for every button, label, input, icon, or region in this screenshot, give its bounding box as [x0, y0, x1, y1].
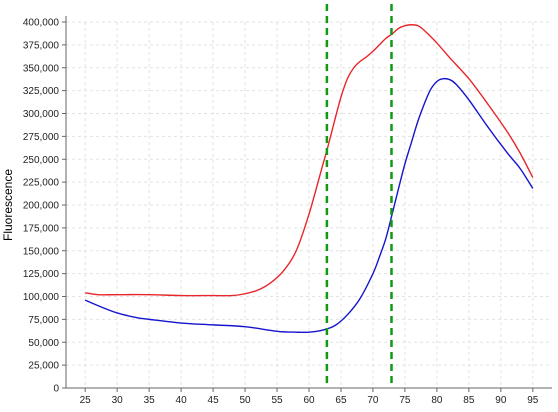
x-tick-label: 35 — [144, 395, 156, 406]
y-tick-label: 175,000 — [23, 223, 60, 234]
x-tick-label: 85 — [463, 395, 475, 406]
y-tick-label: 350,000 — [23, 63, 60, 74]
series-lines — [84, 24, 534, 334]
series-line-2 — [84, 77, 534, 334]
y-tick-label: 125,000 — [23, 269, 60, 280]
y-axis-title: Fluorescence — [1, 169, 15, 241]
y-tick-label: 400,000 — [23, 18, 60, 29]
series-line-1 — [85, 24, 534, 297]
y-tick-label: 50,000 — [28, 338, 59, 349]
x-tick-label: 80 — [431, 395, 443, 406]
x-tick-label: 40 — [176, 395, 188, 406]
x-tick-label: 60 — [303, 395, 315, 406]
x-tick-label: 30 — [112, 395, 124, 406]
y-tick-label: 25,000 — [28, 361, 59, 372]
y-tick-label: 75,000 — [28, 315, 59, 326]
y-tick-label: 225,000 — [23, 178, 60, 189]
x-tick-label: 25 — [80, 395, 92, 406]
y-tick-label: 200,000 — [23, 201, 60, 212]
x-tick-label: 55 — [271, 395, 283, 406]
y-tick-label: 325,000 — [23, 86, 60, 97]
x-tick-label: 45 — [208, 395, 220, 406]
threshold-markers — [325, 4, 393, 388]
y-tick-label: 300,000 — [23, 109, 60, 120]
axes: 0 25,000 50,000 75,000 100,000 125,000 150,000… — [23, 16, 552, 406]
y-tick-label: 0 — [53, 384, 59, 395]
y-tick-label: 150,000 — [23, 246, 60, 257]
y-tick-label: 275,000 — [23, 132, 60, 143]
y-tick-label: 100,000 — [23, 292, 60, 303]
x-tick-label: 50 — [239, 395, 251, 406]
y-tick-label: 375,000 — [23, 40, 60, 51]
x-tick-label: 90 — [495, 395, 507, 406]
y-tick-label: 250,000 — [23, 155, 60, 166]
x-tick-label: 95 — [527, 395, 539, 406]
x-tick-label: 65 — [335, 395, 347, 406]
grid — [66, 21, 552, 388]
x-tick-label: 70 — [367, 395, 379, 406]
x-tick-label: 75 — [399, 395, 411, 406]
